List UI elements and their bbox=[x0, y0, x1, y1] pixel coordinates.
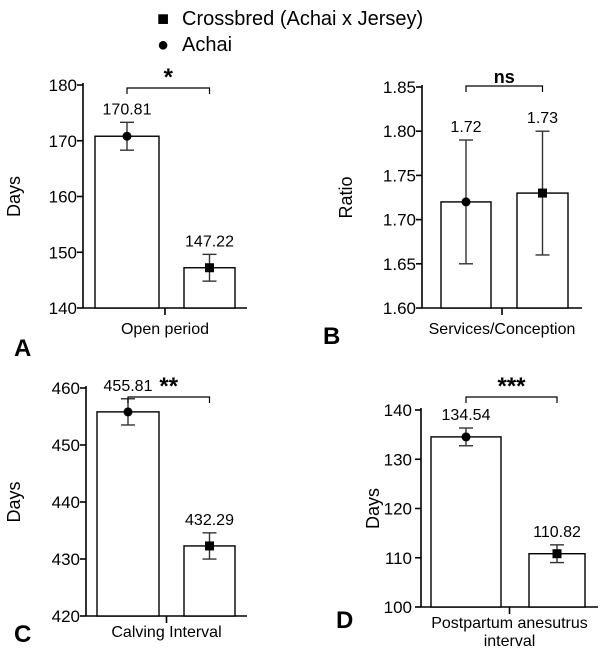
y-tick-label: 1.75 bbox=[383, 166, 416, 185]
y-tick-label: 170 bbox=[49, 132, 77, 151]
y-axis-label: Days bbox=[4, 481, 24, 522]
y-tick-label: 140 bbox=[49, 299, 77, 318]
y-tick-label: 1.80 bbox=[383, 122, 416, 141]
y-tick-label: 110 bbox=[385, 549, 412, 568]
panel-label: C bbox=[14, 621, 31, 648]
data-point-square bbox=[538, 188, 547, 198]
y-axis-label: Ratio bbox=[336, 176, 356, 218]
legend-item-crossbred: ■ Crossbred (Achai x Jersey) bbox=[152, 8, 423, 31]
significance-label: ** bbox=[159, 373, 178, 400]
y-tick-label: 1.60 bbox=[383, 299, 416, 318]
legend-label: Achai bbox=[182, 34, 233, 56]
chart-panel-c: 420 430 440 450 460 Days Calving Interval 455.8… bbox=[4, 373, 247, 648]
y-axis-label: Days bbox=[363, 488, 383, 529]
data-label: 147.22 bbox=[185, 233, 234, 250]
panel-label: B bbox=[323, 323, 340, 350]
chart-panel-d: 100 110 120 130 140 Days Postpartum anesutrus i… bbox=[336, 373, 598, 650]
data-point-square bbox=[205, 263, 214, 273]
y-axis-label: Days bbox=[4, 176, 24, 217]
significance-label: ns bbox=[494, 67, 515, 87]
data-point-square bbox=[552, 549, 562, 559]
chart-panel-a: 140 150 160 170 180 Days Open period 170.81 147.… bbox=[4, 64, 247, 362]
y-tick-label: 160 bbox=[49, 188, 77, 207]
y-tick-label: 440 bbox=[52, 493, 80, 512]
significance-bracket bbox=[465, 85, 544, 92]
x-axis-label: Services/Conception bbox=[429, 321, 576, 338]
significance-label: *** bbox=[497, 373, 526, 400]
y-tick-label: 180 bbox=[49, 76, 77, 95]
x-axis-label: Open period bbox=[121, 321, 209, 338]
data-label: 1.72 bbox=[450, 119, 481, 136]
square-marker-icon: ■ bbox=[156, 8, 170, 30]
data-point-circle bbox=[461, 432, 471, 442]
data-point-circle bbox=[461, 197, 471, 207]
data-label: 134.54 bbox=[442, 407, 491, 424]
panel-label: D bbox=[336, 607, 353, 634]
y-tick-label: 1.65 bbox=[383, 255, 416, 274]
y-tick-label: 130 bbox=[384, 450, 412, 469]
y-tick-label: 450 bbox=[52, 436, 80, 455]
data-label: 110.82 bbox=[533, 524, 581, 541]
chart-panel-b: 1.60 1.65 1.70 1.75 1.80 1.85 Ratio Services/Co… bbox=[323, 67, 582, 350]
data-label: 1.73 bbox=[527, 110, 558, 127]
data-label: 455.81 bbox=[104, 378, 153, 395]
y-tick-label: 430 bbox=[52, 550, 80, 569]
panel-label: A bbox=[14, 335, 31, 362]
y-tick-label: 1.70 bbox=[383, 211, 416, 230]
y-tick-label: 420 bbox=[52, 607, 80, 626]
y-tick-label: 150 bbox=[49, 243, 77, 262]
bar bbox=[96, 411, 160, 617]
significance-bracket bbox=[465, 396, 558, 403]
data-point-square bbox=[205, 541, 214, 551]
data-point-circle bbox=[122, 131, 132, 141]
y-tick-label: 100 bbox=[384, 598, 412, 617]
significance-bracket bbox=[127, 396, 211, 403]
significance-bracket bbox=[126, 87, 211, 94]
x-axis-label: Calving Interval bbox=[111, 624, 221, 641]
bar bbox=[430, 436, 502, 608]
data-label: 432.29 bbox=[185, 512, 234, 529]
significance-label: * bbox=[164, 64, 174, 91]
y-tick-label: 140 bbox=[384, 401, 412, 420]
data-point-circle bbox=[123, 407, 133, 417]
x-axis-label: Postpartum anesutrus interval bbox=[431, 615, 588, 650]
bar bbox=[94, 135, 160, 309]
legend-label: Crossbred (Achai x Jersey) bbox=[182, 8, 424, 30]
y-tick-label: 120 bbox=[384, 500, 412, 519]
y-tick-label: 460 bbox=[52, 379, 80, 398]
circle-marker-icon: ● bbox=[156, 34, 170, 56]
data-label: 170.81 bbox=[103, 101, 152, 118]
y-tick-label: 1.85 bbox=[383, 78, 416, 97]
legend-item-achai: ● Achai bbox=[152, 34, 232, 57]
